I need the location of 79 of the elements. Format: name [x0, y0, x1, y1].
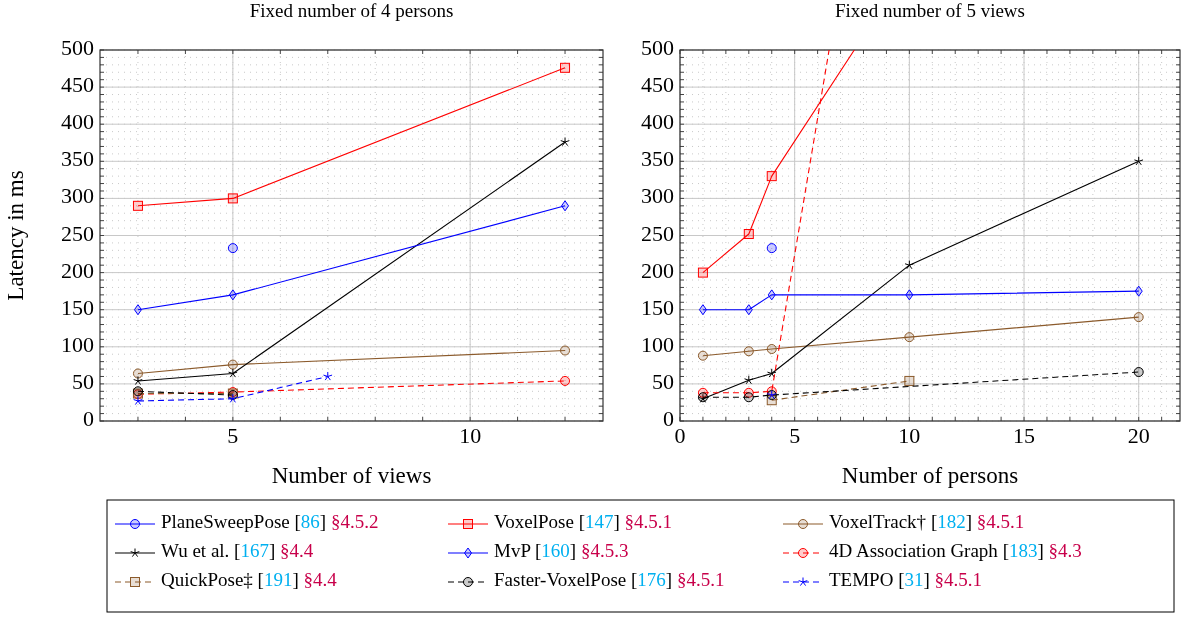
- legend-label: MvP [160] §4.5.3: [494, 540, 629, 562]
- point: [743, 392, 754, 403]
- x-tick-label: 20: [1127, 423, 1150, 448]
- y-tick-label: 500: [61, 35, 94, 61]
- legend-label: VoxelTrack† [182] §4.5.1: [829, 511, 1025, 533]
- point: [767, 289, 776, 301]
- point: [227, 359, 238, 370]
- y-tick-label: 50: [652, 368, 674, 394]
- point: [904, 260, 915, 270]
- point: [227, 243, 238, 254]
- point: [1133, 312, 1144, 323]
- x-axis-title: Number of views: [271, 463, 432, 488]
- x-axis-title: Number of persons: [841, 463, 1019, 488]
- y-tick-label: 200: [641, 257, 674, 283]
- x-tick-label: 10: [459, 423, 482, 448]
- y-tick-label: 0: [83, 406, 94, 432]
- y-tick-label: 350: [61, 146, 94, 172]
- y-tick-label: 100: [641, 331, 674, 357]
- point: [905, 289, 914, 301]
- y-tick-label: 150: [61, 294, 94, 320]
- point: [698, 304, 707, 316]
- point: [766, 243, 777, 254]
- point: [743, 346, 754, 357]
- y-tick-label: 50: [72, 368, 94, 394]
- point: [697, 267, 708, 278]
- y-tick-label: 300: [61, 183, 94, 209]
- point: [560, 62, 571, 73]
- point: [904, 375, 915, 386]
- y-tick-label: 450: [641, 72, 674, 98]
- legend-label: 4D Association Graph [183] §4.3: [829, 540, 1082, 562]
- point: [744, 375, 754, 385]
- point: [697, 350, 708, 361]
- legend-label: TEMPO [31] §4.5.1: [829, 569, 983, 591]
- legend-label: QuickPose‡ [191] §4.4: [161, 569, 338, 591]
- legend-label: Wu et al. [167] §4.4: [161, 540, 314, 562]
- point: [561, 200, 570, 212]
- point: [560, 345, 571, 356]
- y-tick-label: 100: [61, 331, 94, 357]
- chart-title: Fixed number of 5 views: [835, 0, 1025, 21]
- point: [1133, 156, 1144, 166]
- point: [744, 304, 753, 316]
- point: [133, 304, 142, 316]
- y-axis-title: Latency in ms: [3, 170, 28, 301]
- point: [766, 344, 777, 355]
- y-tick-label: 200: [61, 257, 94, 283]
- y-tick-label: 400: [61, 109, 94, 135]
- point: [227, 193, 238, 204]
- y-tick-label: 150: [641, 294, 674, 320]
- point: [132, 368, 143, 379]
- point: [743, 229, 754, 240]
- legend-label: VoxelPose [147] §4.5.1: [494, 511, 673, 533]
- point: [560, 137, 570, 147]
- point: [133, 375, 143, 386]
- point: [904, 332, 915, 343]
- y-tick-label: 400: [641, 109, 674, 135]
- y-tick-label: 300: [641, 183, 674, 209]
- y-tick-label: 250: [61, 220, 94, 246]
- legend-label: PlaneSweepPose [86] §4.5.2: [161, 511, 379, 533]
- x-tick-label: 10: [898, 423, 921, 448]
- point: [560, 375, 571, 386]
- legend-label: Faster-VoxelPose [176] §4.5.1: [494, 569, 725, 591]
- point: [133, 395, 143, 406]
- y-tick-label: 0: [663, 406, 674, 432]
- point: [322, 371, 333, 381]
- point: [228, 368, 238, 378]
- point: [766, 171, 777, 182]
- point: [1133, 367, 1144, 378]
- chart-title: Fixed number of 4 persons: [249, 0, 454, 21]
- x-tick-label: 5: [227, 423, 239, 448]
- y-tick-label: 350: [641, 146, 674, 172]
- y-tick-label: 250: [641, 220, 674, 246]
- y-tick-label: 450: [61, 72, 94, 98]
- x-tick-label: 15: [1013, 423, 1036, 448]
- x-tick-label: 5: [789, 423, 801, 448]
- y-tick-label: 500: [641, 35, 674, 61]
- point: [132, 200, 143, 211]
- point: [766, 368, 777, 378]
- point: [228, 289, 237, 301]
- point: [1134, 285, 1143, 297]
